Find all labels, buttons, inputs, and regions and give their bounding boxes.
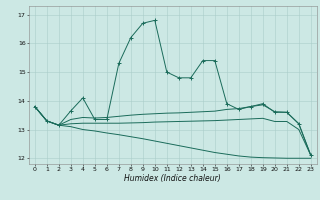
X-axis label: Humidex (Indice chaleur): Humidex (Indice chaleur) (124, 174, 221, 183)
